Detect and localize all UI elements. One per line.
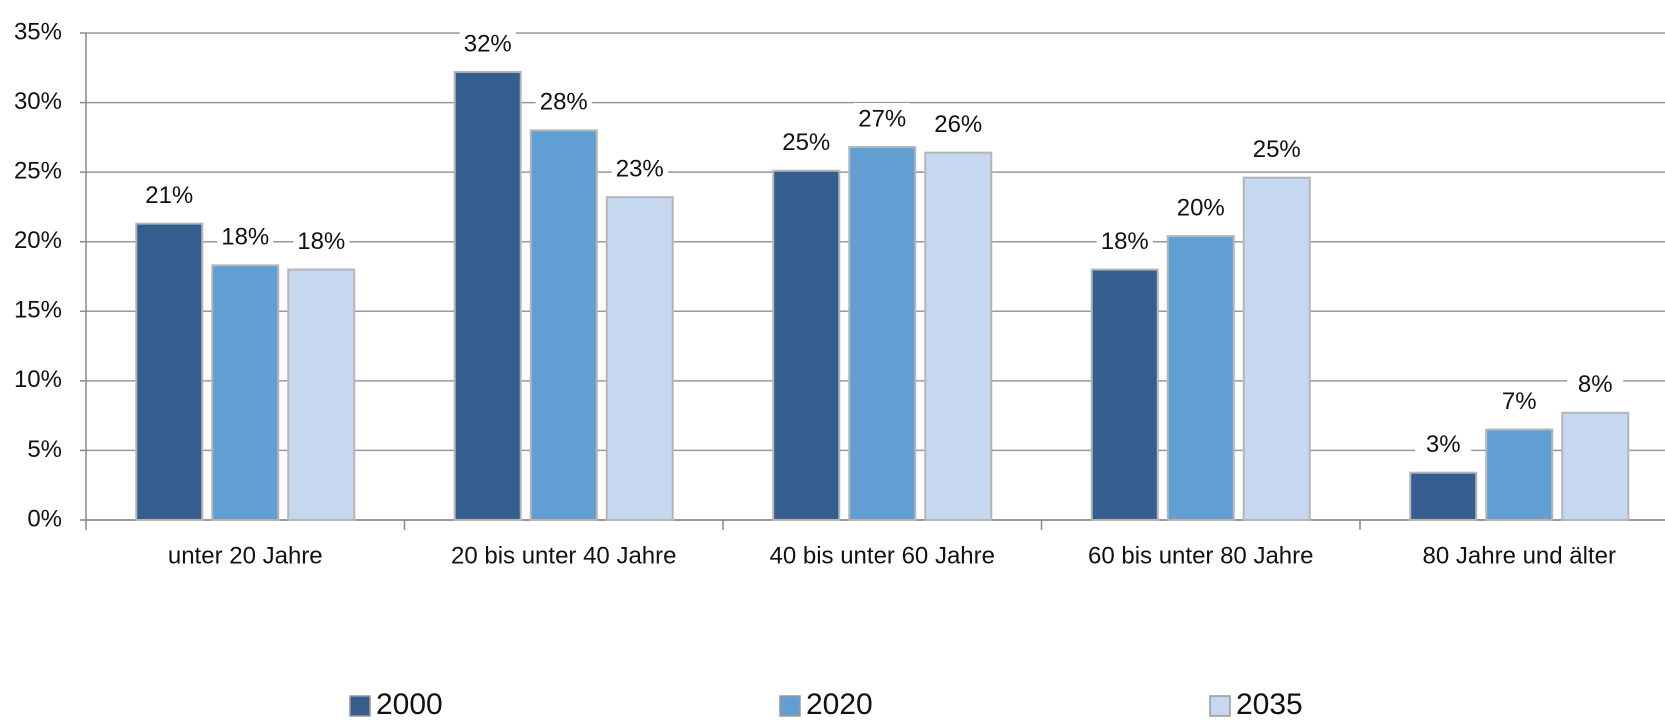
- bar: [772, 169, 841, 521]
- y-tick-label: 5%: [27, 436, 62, 463]
- label-bg: [1415, 428, 1472, 461]
- label-bg: [611, 153, 668, 186]
- legend-label: 2020: [806, 688, 873, 721]
- y-tick-label: 30%: [14, 88, 62, 115]
- bar: [135, 222, 204, 522]
- label-bg: [778, 126, 835, 159]
- x-tick-label: 80 Jahre und älter: [1423, 542, 1616, 569]
- label-bg: [1567, 368, 1624, 401]
- bar: [1090, 268, 1159, 521]
- x-tick-label: unter 20 Jahre: [168, 542, 323, 569]
- label-bg: [1172, 192, 1229, 225]
- bar: [1409, 471, 1478, 522]
- value-label: 18%: [297, 228, 345, 255]
- y-tick-label: 0%: [27, 505, 62, 532]
- value-label: 18%: [1101, 228, 1149, 255]
- value-label: 8%: [1578, 371, 1613, 398]
- label-bg: [459, 27, 516, 60]
- label-bg: [1491, 385, 1548, 418]
- value-label: 25%: [1253, 136, 1301, 163]
- legend-swatch: [349, 695, 371, 717]
- bar: [1242, 176, 1311, 522]
- label-bg: [1096, 225, 1153, 258]
- bar: [287, 268, 356, 521]
- bar: [1166, 235, 1235, 522]
- bar: [211, 264, 280, 521]
- x-tick-label: 60 bis unter 80 Jahre: [1088, 542, 1313, 569]
- value-label: 27%: [858, 105, 906, 132]
- y-tick-label: 25%: [14, 157, 62, 184]
- legend-label: 2035: [1236, 688, 1303, 721]
- bar: [924, 151, 993, 521]
- label-bg: [854, 103, 911, 136]
- label-bg: [217, 221, 274, 254]
- label-bg: [930, 108, 987, 141]
- label-bg: [535, 86, 592, 119]
- y-tick-label: 15%: [14, 297, 62, 324]
- bar: [848, 146, 917, 521]
- label-bg: [141, 179, 198, 212]
- y-tick-label: 10%: [14, 366, 62, 393]
- x-tick-label: 20 bis unter 40 Jahre: [451, 542, 676, 569]
- bar: [453, 70, 522, 522]
- value-label: 20%: [1177, 194, 1225, 221]
- value-label: 26%: [934, 111, 982, 138]
- legend-label: 2000: [376, 688, 443, 721]
- value-label: 25%: [782, 129, 830, 156]
- y-tick-label: 20%: [14, 227, 62, 254]
- value-label: 7%: [1502, 388, 1537, 415]
- bar: [1561, 411, 1630, 521]
- bar: [605, 196, 674, 521]
- label-bg: [293, 225, 350, 258]
- label-bg: [1248, 133, 1305, 166]
- value-label: 3%: [1426, 431, 1461, 458]
- legend-swatch: [1209, 695, 1231, 717]
- legend-swatch: [779, 695, 801, 717]
- bar: [1485, 428, 1554, 521]
- value-label: 21%: [145, 182, 193, 209]
- value-label: 23%: [616, 156, 664, 183]
- value-label: 28%: [540, 89, 588, 116]
- value-label: 32%: [464, 30, 512, 57]
- x-tick-label: 40 bis unter 60 Jahre: [770, 542, 995, 569]
- y-tick-label: 35%: [14, 18, 62, 45]
- bar: [529, 129, 598, 521]
- value-label: 18%: [221, 224, 269, 251]
